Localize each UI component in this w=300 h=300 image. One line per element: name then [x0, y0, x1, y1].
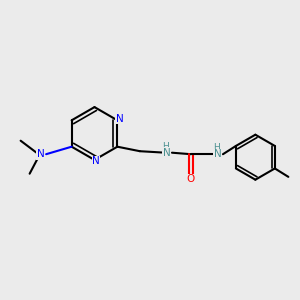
Text: H: H — [162, 142, 169, 151]
Text: N: N — [37, 149, 45, 159]
Text: N: N — [92, 156, 100, 167]
Text: N: N — [116, 114, 123, 124]
Text: N: N — [214, 149, 222, 159]
Text: N: N — [163, 148, 171, 158]
Text: H: H — [213, 143, 220, 152]
Text: O: O — [187, 174, 195, 184]
